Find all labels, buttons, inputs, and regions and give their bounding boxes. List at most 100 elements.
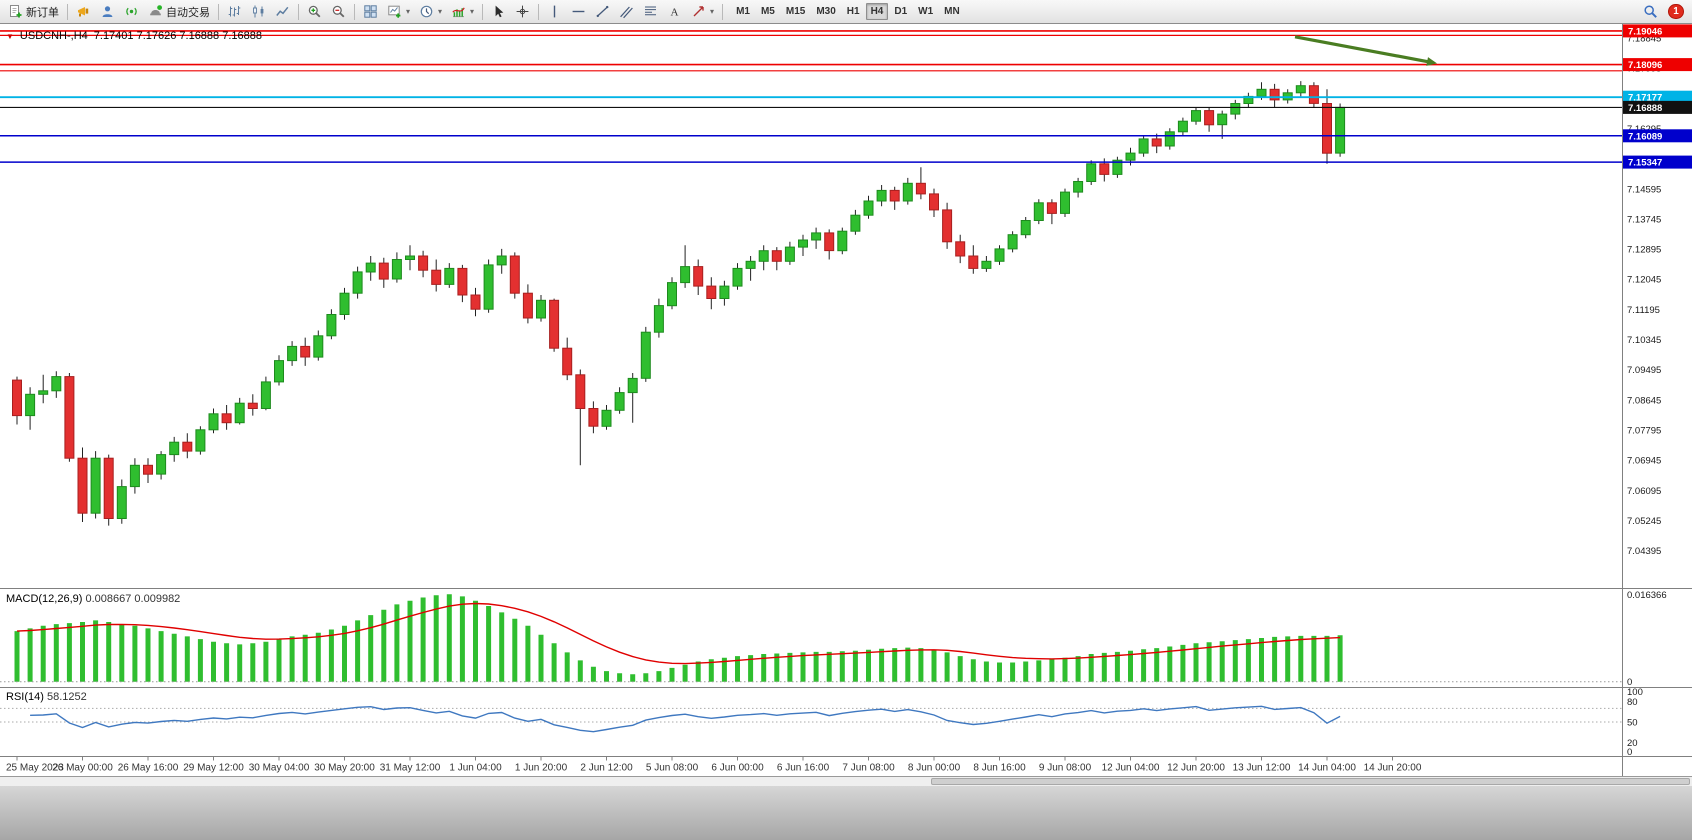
svg-text:26 May 00:00: 26 May 00:00	[52, 763, 113, 774]
svg-text:7.10345: 7.10345	[1627, 335, 1661, 346]
price-badge: 7.16089	[1622, 129, 1692, 143]
svg-text:6 Jun 16:00: 6 Jun 16:00	[777, 763, 830, 774]
channel-icon	[619, 4, 634, 19]
svg-text:6 Jun 00:00: 6 Jun 00:00	[711, 763, 764, 774]
svg-text:12 Jun 04:00: 12 Jun 04:00	[1102, 763, 1160, 774]
autotrading-button[interactable]: 自动交易	[144, 2, 214, 22]
notification-badge[interactable]: 1	[1668, 4, 1684, 19]
price-chart[interactable]: 7.188457.179957.162957.145957.137457.128…	[0, 24, 1692, 776]
svg-text:7.19046: 7.19046	[1628, 26, 1662, 37]
text-button[interactable]: A	[663, 2, 686, 22]
candle-chart-icon	[251, 4, 266, 19]
price-badge: 7.15347	[1622, 155, 1692, 169]
svg-text:A: A	[671, 7, 679, 19]
svg-text:7.18096: 7.18096	[1628, 60, 1662, 71]
line-chart-button[interactable]	[271, 2, 294, 22]
indicators-button[interactable]: ▾	[447, 2, 478, 22]
price-badge: 7.18096	[1622, 58, 1692, 72]
timeframe-m15[interactable]: M15	[785, 6, 806, 17]
trend-arrow-annotation[interactable]	[1294, 35, 1437, 66]
zoom-out-icon	[331, 4, 346, 19]
svg-text:26 May 16:00: 26 May 16:00	[118, 763, 179, 774]
timeframe-m30[interactable]: M30	[816, 6, 836, 17]
cursor-icon	[491, 4, 506, 19]
zoom-in-button[interactable]	[303, 2, 326, 22]
timeframe-w1[interactable]: W1	[918, 6, 934, 17]
svg-text:2 Jun 12:00: 2 Jun 12:00	[580, 763, 633, 774]
dropdown-caret-icon: ▾	[710, 7, 715, 16]
svg-text:7.17177: 7.17177	[1628, 93, 1662, 104]
new-chart-button[interactable]: ▾	[383, 2, 414, 22]
new-order-icon	[8, 4, 23, 19]
svg-text:30 May 04:00: 30 May 04:00	[249, 763, 310, 774]
tile-windows-icon	[363, 4, 378, 19]
hline-button[interactable]	[567, 2, 590, 22]
channel-button[interactable]	[615, 2, 638, 22]
toolbar-separator	[482, 3, 484, 20]
signals-icon	[124, 4, 139, 19]
horizontal-scrollbar[interactable]	[0, 776, 1692, 786]
line-chart-icon	[275, 4, 290, 19]
zoom-out-button[interactable]	[327, 2, 350, 22]
vline-button[interactable]	[543, 2, 566, 22]
price-badge: 7.16888	[1622, 100, 1692, 114]
macd-histogram	[14, 594, 1343, 682]
svg-text:0: 0	[1627, 677, 1632, 688]
new-order-button[interactable]: 新订单	[4, 2, 63, 22]
toolbar-buttons: 新订单 自动交易 ▾ ▾ ▾ A ▾	[4, 2, 726, 22]
svg-text:8 Jun 00:00: 8 Jun 00:00	[908, 763, 961, 774]
crosshair-button[interactable]	[511, 2, 534, 22]
svg-text:8 Jun 16:00: 8 Jun 16:00	[973, 763, 1026, 774]
search-icon	[1643, 4, 1658, 19]
timeframe-h1[interactable]: H1	[846, 6, 860, 17]
svg-text:7.16888: 7.16888	[1628, 103, 1662, 114]
megaphone-button[interactable]	[72, 2, 95, 22]
profile-button[interactable]	[96, 2, 119, 22]
fibonacci-button[interactable]	[639, 2, 662, 22]
svg-text:7.14595: 7.14595	[1627, 184, 1661, 195]
svg-text:80: 80	[1627, 697, 1638, 708]
toolbar-right: 1	[1639, 2, 1688, 22]
timeframe-m1[interactable]: M1	[736, 6, 750, 17]
periods-icon	[419, 4, 434, 19]
trendline-button[interactable]	[591, 2, 614, 22]
dropdown-caret-icon: ▾	[406, 7, 411, 16]
chart-window: 7.188457.179957.162957.145957.137457.128…	[0, 24, 1692, 776]
arrows-button[interactable]: ▾	[687, 2, 718, 22]
scrollbar-thumb[interactable]	[930, 778, 1690, 785]
new-chart-icon	[387, 4, 402, 19]
svg-text:30 May 20:00: 30 May 20:00	[314, 763, 375, 774]
bar-chart-icon	[227, 4, 242, 19]
toolbar: 新订单 自动交易 ▾ ▾ ▾ A ▾ M1 M5 M15 M30 H1 H4 D1 W1 MN 1	[0, 0, 1692, 24]
autotrading-label: 自动交易	[166, 6, 210, 19]
profile-icon	[100, 4, 115, 19]
svg-text:7.12895: 7.12895	[1627, 245, 1661, 256]
timeframe-mn[interactable]: MN	[944, 6, 960, 17]
svg-text:0.016366: 0.016366	[1627, 590, 1667, 601]
svg-text:13 Jun 12:00: 13 Jun 12:00	[1233, 763, 1291, 774]
cursor-button[interactable]	[487, 2, 510, 22]
indicators-icon	[451, 4, 466, 19]
fibonacci-icon	[643, 4, 658, 19]
search-button[interactable]	[1639, 2, 1662, 22]
timeframe-h4[interactable]: H4	[865, 3, 889, 20]
timeframe-bar: M1 M5 M15 M30 H1 H4 D1 W1 MN	[731, 3, 965, 20]
svg-text:1 Jun 04:00: 1 Jun 04:00	[449, 763, 502, 774]
svg-text:7.07795: 7.07795	[1627, 426, 1661, 437]
dropdown-caret-icon: ▾	[438, 7, 443, 16]
svg-text:7.18845: 7.18845	[1627, 34, 1661, 45]
toolbar-separator	[722, 3, 724, 20]
tile-windows-button[interactable]	[359, 2, 382, 22]
timeframe-m5[interactable]: M5	[760, 6, 775, 17]
svg-text:7.09495: 7.09495	[1627, 365, 1661, 376]
svg-text:7.15347: 7.15347	[1628, 158, 1662, 169]
svg-text:14 Jun 20:00: 14 Jun 20:00	[1364, 763, 1422, 774]
autotrading-icon	[148, 4, 163, 19]
signals-button[interactable]	[120, 2, 143, 22]
bar-chart-button[interactable]	[223, 2, 246, 22]
candle-chart-button[interactable]	[247, 2, 270, 22]
hline-icon	[571, 4, 586, 19]
periods-button[interactable]: ▾	[415, 2, 446, 22]
timeframe-d1[interactable]: D1	[894, 6, 908, 17]
